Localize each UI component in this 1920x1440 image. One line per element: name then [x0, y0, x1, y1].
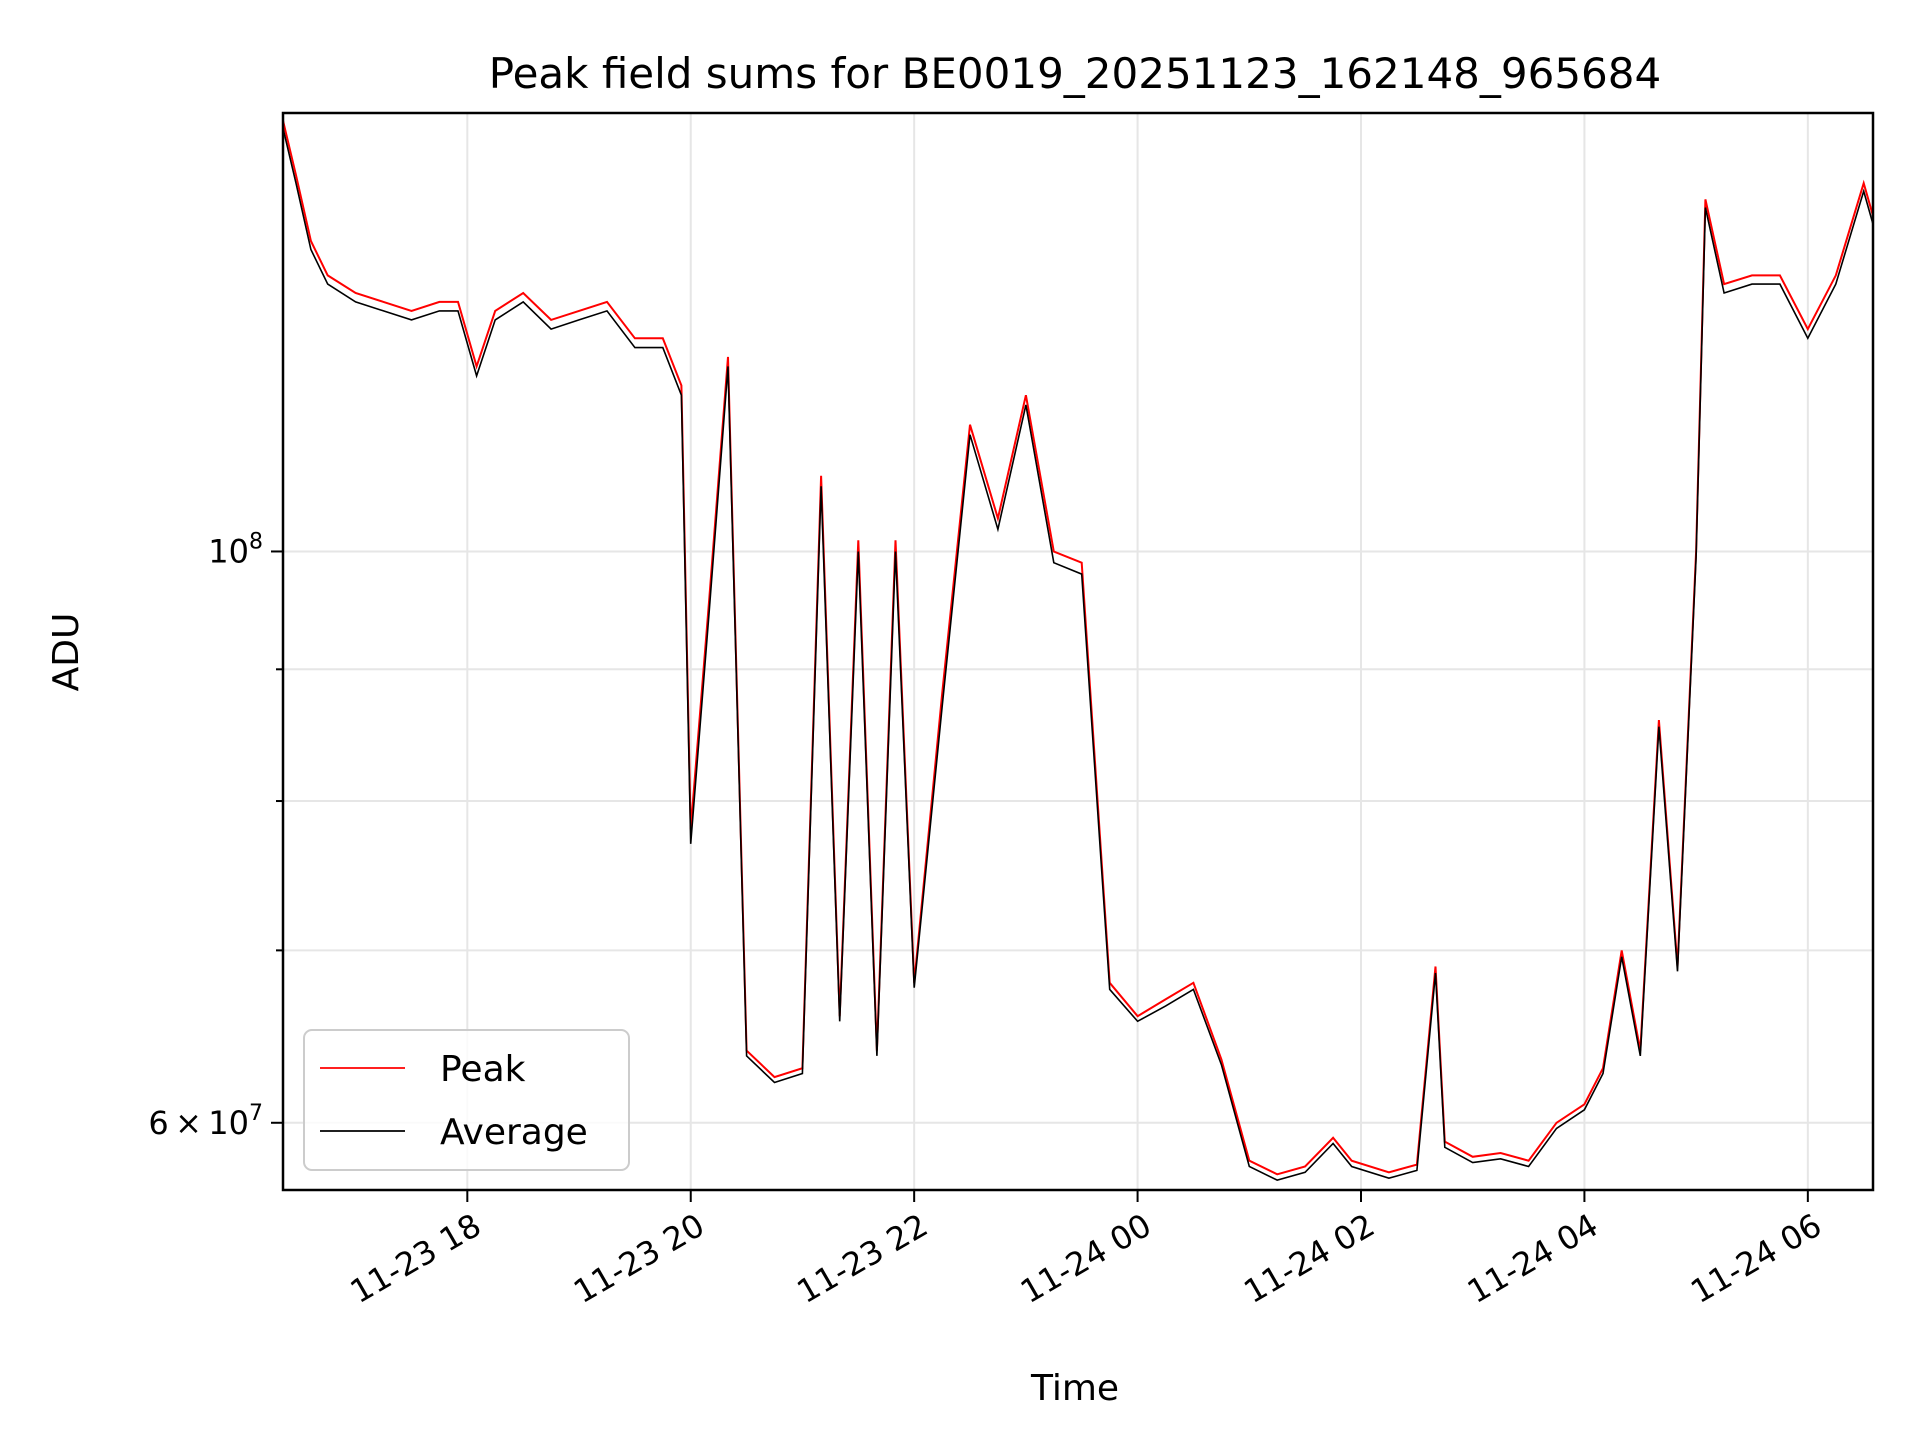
legend-label-peak: Peak — [440, 1049, 526, 1090]
y-tick-label: 108 — [208, 529, 263, 570]
grid-lines — [283, 113, 1873, 1190]
series-line-peak — [282, 120, 1874, 1176]
y-axis-label: ADU — [46, 613, 87, 692]
chart-title: Peak field sums for BE0019_20251123_1621… — [489, 49, 1661, 98]
series-line-average — [282, 128, 1874, 1181]
series-layer — [282, 120, 1874, 1181]
legend-box — [303, 1029, 630, 1171]
plot-frame — [281, 111, 1875, 1192]
legend: Peak Average — [303, 1029, 630, 1171]
y-tick-label: 6 × 107 — [148, 1101, 263, 1142]
legend-label-average: Average — [440, 1112, 588, 1153]
y-axis: 6 × 107 108 — [148, 529, 283, 1142]
x-axis-label: Time — [1030, 1368, 1119, 1409]
